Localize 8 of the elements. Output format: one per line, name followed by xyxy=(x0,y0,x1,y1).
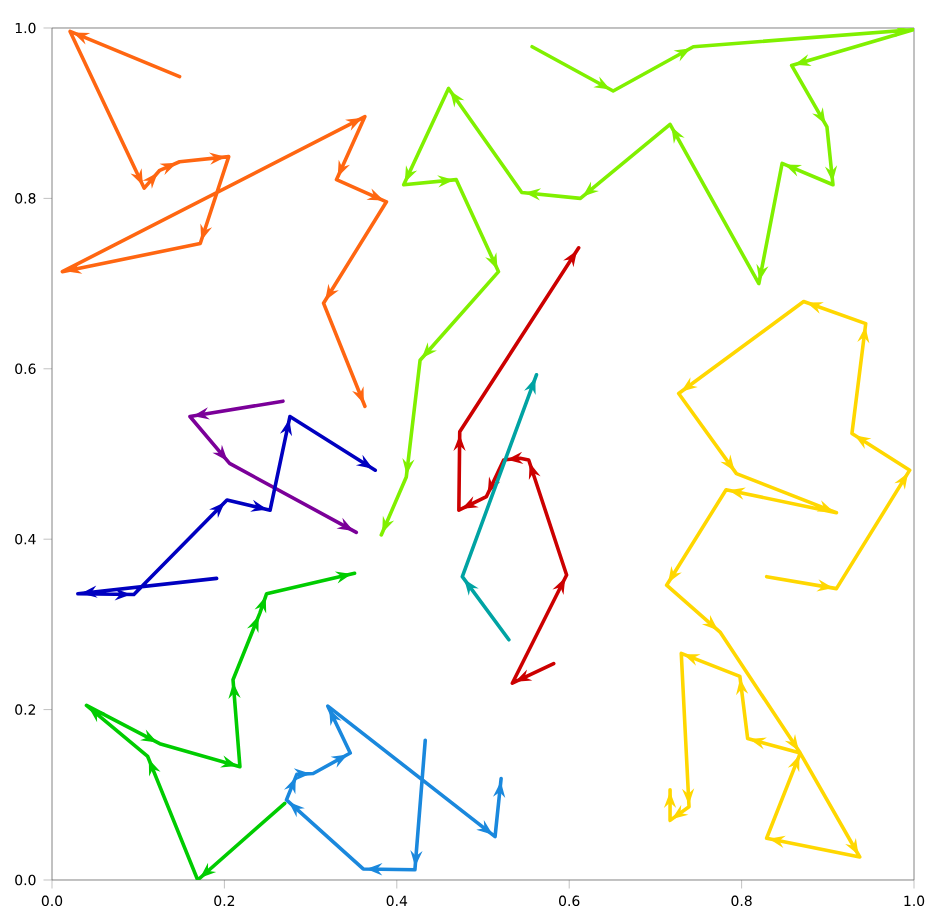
line-series xyxy=(379,27,915,537)
line-series xyxy=(76,414,378,597)
line-series xyxy=(664,299,912,859)
line-series xyxy=(457,246,581,685)
line-series xyxy=(188,399,359,535)
line-series xyxy=(284,704,503,872)
line-series xyxy=(60,29,389,409)
line-series xyxy=(84,571,357,880)
